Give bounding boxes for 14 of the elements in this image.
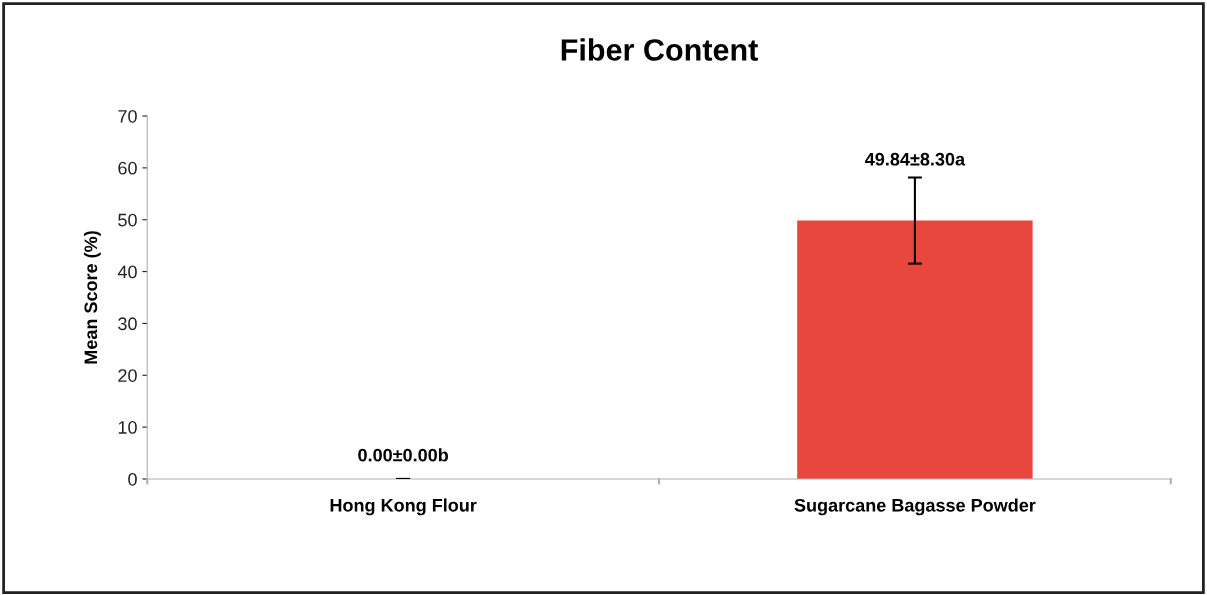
chart-title: Fiber Content [561, 38, 758, 61]
y-tick-label: 40 [117, 265, 137, 279]
y-tick-label: 60 [118, 161, 137, 175]
y-tick-label: 0 [128, 472, 137, 486]
data-label: 0.00±0.00b [358, 448, 449, 462]
x-tick-label: Sugarcane Bagasse Powder [794, 498, 1036, 516]
y-axis-title: Mean Score (%) [83, 231, 101, 364]
x-tick-label: Hong Kong Flour [330, 498, 477, 516]
data-label: 49.84±8.30a [865, 152, 966, 166]
y-tick-label: 20 [118, 369, 137, 382]
y-tick-label: 30 [118, 317, 137, 331]
y-tick-label: 10 [118, 421, 137, 434]
y-tick-label: 50 [118, 213, 137, 227]
y-tick-label: 70 [118, 109, 137, 123]
